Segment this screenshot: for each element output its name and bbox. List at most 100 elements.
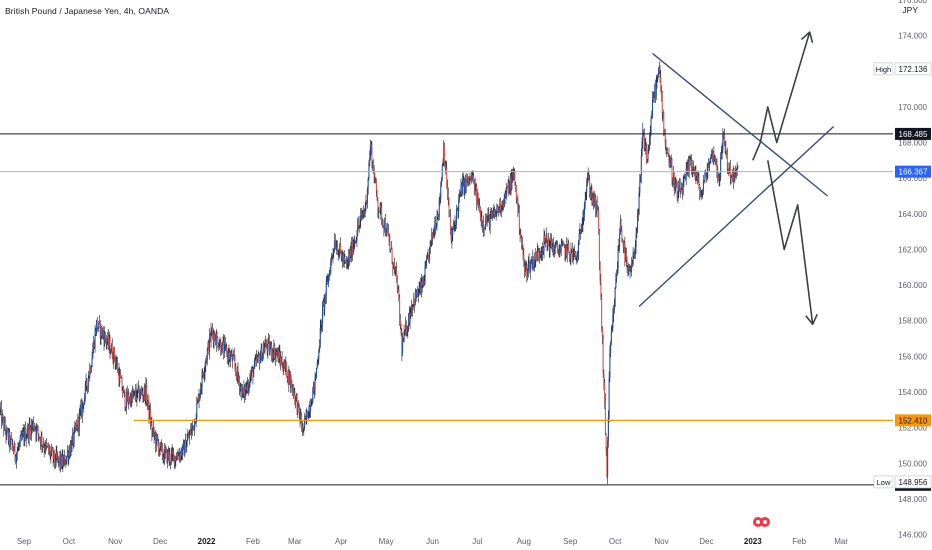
candle [197, 393, 199, 403]
candle [164, 444, 166, 459]
candle-body [613, 306, 615, 311]
candle-body [518, 207, 520, 213]
candle-body [171, 451, 173, 454]
candle [479, 198, 481, 213]
candle-body [569, 254, 571, 260]
candle [304, 415, 306, 420]
candle [619, 214, 621, 235]
candle-body [190, 429, 192, 435]
candle [131, 390, 133, 407]
candle-body [202, 372, 204, 376]
candle-body [607, 416, 609, 441]
candle [496, 203, 498, 217]
candle-body [402, 340, 404, 354]
time-axis[interactable]: Sep Oct Nov Dec 2022 Feb Mar Apr May Jun Jul Aug Sep… [0, 517, 893, 550]
candle-body [129, 396, 131, 402]
candle-body [265, 341, 267, 347]
candle-body [554, 244, 556, 250]
candle [423, 274, 425, 287]
candle [237, 362, 239, 383]
candle [511, 168, 513, 191]
candle [137, 388, 139, 399]
candle [429, 239, 431, 255]
candle-body [544, 238, 547, 242]
candle-body [520, 234, 522, 239]
candle [191, 419, 193, 436]
candle [264, 339, 266, 355]
candle-body [33, 428, 35, 430]
candle [394, 266, 396, 276]
candle [398, 284, 400, 302]
candle [236, 366, 238, 384]
candle-body [529, 261, 531, 272]
candle [603, 369, 605, 391]
candle-body [220, 351, 223, 354]
candle [132, 387, 134, 398]
candle-body [679, 185, 681, 194]
candle-body [70, 445, 72, 452]
candle [342, 251, 345, 267]
candle-body [349, 249, 351, 261]
candle [117, 368, 119, 376]
candle-body [684, 175, 687, 179]
candle [449, 209, 452, 236]
candle [662, 111, 664, 120]
candle [720, 145, 722, 160]
candle [550, 233, 552, 249]
candle-body [446, 187, 449, 196]
candle-body [232, 355, 235, 356]
candle-body [562, 241, 565, 245]
symbol-title: British Pound / Japanese Yen, 4h, OANDA [5, 6, 170, 16]
candle-body [535, 251, 538, 261]
candle-body [36, 426, 38, 435]
candle [214, 331, 216, 341]
candle-body [58, 457, 60, 461]
candle-body [18, 442, 21, 447]
candle-body [493, 210, 495, 217]
candle-body [326, 281, 328, 283]
candle [32, 421, 34, 431]
candle [408, 306, 410, 326]
candle [367, 177, 369, 195]
candle [57, 455, 59, 468]
candle-body [30, 424, 32, 436]
candle [167, 449, 169, 469]
candle-body [247, 386, 249, 392]
candle-body [78, 417, 80, 429]
candle-body [152, 430, 154, 434]
price-axis[interactable]: 176.000174.000172.000170.000168.000166.0… [893, 0, 932, 550]
candle-body [119, 373, 121, 383]
candle-body [544, 235, 546, 242]
candle-body [275, 351, 277, 354]
candle-body [500, 199, 502, 211]
candle [606, 447, 608, 478]
candle-body [642, 130, 644, 142]
candle [583, 208, 585, 226]
candle [688, 156, 690, 179]
candle-body [541, 253, 543, 255]
candle-body [327, 275, 330, 284]
candle [577, 250, 579, 263]
candle-body [667, 152, 669, 155]
candle-body [105, 338, 107, 343]
arrow-head [800, 31, 814, 43]
jump-to-realtime-icon[interactable] [753, 517, 770, 527]
candle-body [387, 231, 389, 236]
candle-body [384, 220, 386, 234]
candle [503, 193, 505, 208]
candle [415, 289, 417, 298]
candle-body [625, 254, 627, 262]
candle [567, 238, 569, 250]
candle [30, 418, 32, 441]
candle [241, 384, 244, 398]
candle-body [639, 180, 641, 193]
candle [586, 172, 588, 187]
candle-body [427, 255, 429, 256]
candle-body [398, 289, 400, 298]
candle [164, 442, 166, 466]
candle-body [405, 324, 407, 332]
candle [370, 141, 372, 156]
